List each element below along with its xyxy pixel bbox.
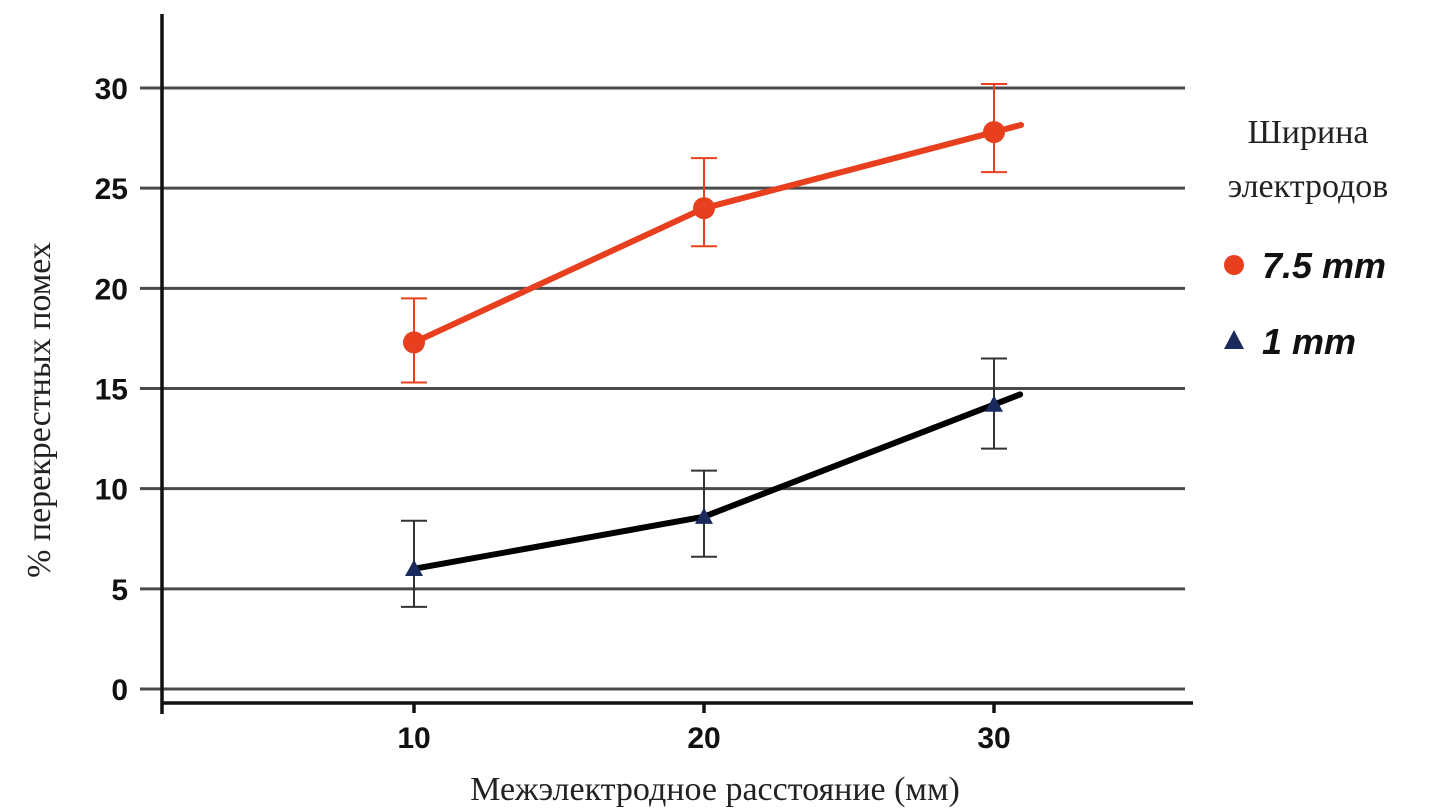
y-tick-label-20: 20: [95, 273, 128, 306]
x-tick-label-10: 10: [397, 722, 430, 755]
x-tick-label-20: 20: [687, 722, 720, 755]
y-tick-label-25: 25: [95, 173, 128, 206]
legend-label: 1 mm: [1262, 321, 1356, 362]
y-tick-label-30: 30: [95, 73, 128, 106]
data-point: [405, 559, 423, 576]
data-point: [403, 331, 425, 354]
data-point: [695, 507, 713, 524]
axis-layer: [160, 14, 1193, 714]
grid-layer: [140, 86, 1185, 691]
legend-title-line-1: Ширина: [1248, 114, 1369, 151]
legend-item-1: 7.5 mm: [1224, 245, 1386, 286]
tick-label-layer: 0 5 10 15 20 25 30 10 20 30: [95, 73, 1011, 755]
x-axis-title: Межэлектродное расстояние (мм): [470, 771, 960, 808]
y-tick-label-10: 10: [95, 474, 128, 507]
y-tick-label-15: 15: [95, 374, 128, 407]
y-tick-label-5: 5: [111, 574, 128, 607]
data-point: [983, 121, 1005, 144]
series-1: [401, 82, 1025, 384]
legend-marker-triangle: [1224, 330, 1244, 349]
data-point: [693, 197, 715, 220]
series-line: [411, 121, 1025, 346]
legend-title-line-2: электродов: [1228, 168, 1389, 205]
legend-label: 7.5 mm: [1262, 245, 1386, 286]
x-tick-label-30: 30: [977, 722, 1010, 755]
series-2: [401, 357, 1024, 608]
series-line: [411, 391, 1024, 572]
legend-item-2: 1 mm: [1224, 321, 1356, 362]
legend-marker-circle: [1224, 255, 1244, 275]
series-layer: [401, 82, 1025, 608]
data-point: [985, 395, 1003, 412]
legend-items: 7.5 mm 1 mm: [1224, 245, 1386, 362]
y-axis-title: % перекрестных помех: [21, 242, 58, 578]
y-tick-label-0: 0: [111, 674, 128, 707]
legend: Ширина электродов 7.5 mm 1 mm: [1224, 114, 1388, 362]
